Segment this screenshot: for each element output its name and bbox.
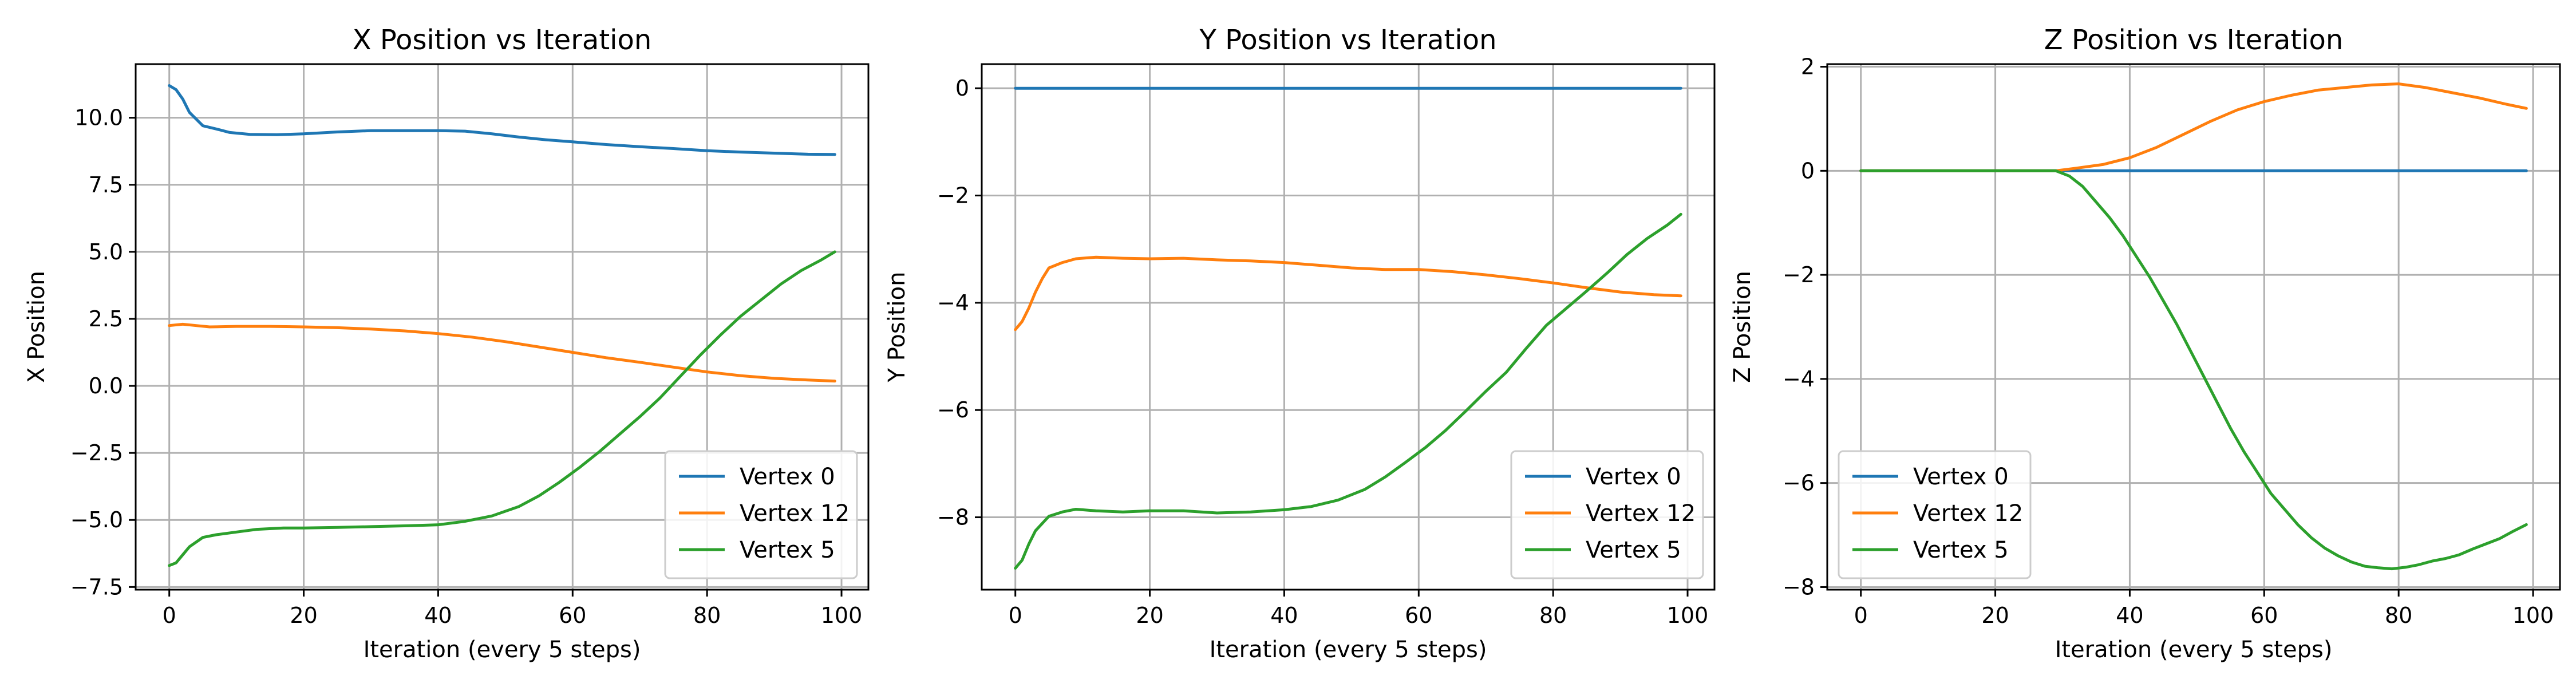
x-tick-label: 0 bbox=[1009, 603, 1022, 628]
y-tick-label: −8 bbox=[937, 505, 969, 530]
x-tick-label: 100 bbox=[2512, 603, 2554, 628]
x-tick-label: 0 bbox=[163, 603, 176, 628]
chart-panel-2: 0 20 40 60 80 100 −8 −6 −4 −2 0 2 Z Position vs Iter… bbox=[1729, 24, 2561, 663]
legend-box bbox=[1838, 450, 2032, 579]
y-axis-label: Z Position bbox=[1729, 271, 1756, 383]
y-tick-label: −2.5 bbox=[70, 440, 123, 465]
legend-box bbox=[664, 450, 858, 579]
y-tick-label: −6 bbox=[1783, 471, 1815, 496]
y-tick-label: 2 bbox=[1801, 54, 1815, 80]
series-line-vertex-12 bbox=[1014, 255, 1682, 331]
x-tick-label: 60 bbox=[1405, 603, 1432, 628]
x-tick-label: 20 bbox=[1136, 603, 1163, 628]
chart-title: Y Position vs Iteration bbox=[1199, 24, 1497, 56]
legend-label: Vertex 5 bbox=[1586, 537, 1681, 563]
y-tick-label: −5.0 bbox=[70, 507, 123, 532]
y-tick-label: −8 bbox=[1783, 574, 1815, 599]
grid bbox=[136, 64, 868, 590]
chart-title: Z Position vs Iteration bbox=[2044, 24, 2344, 56]
legend-label: Vertex 0 bbox=[740, 464, 835, 490]
y-tick-label: 0.0 bbox=[89, 373, 123, 398]
y-axis-label: X Position bbox=[23, 271, 50, 383]
series-line-vertex-5 bbox=[1859, 169, 2528, 571]
legend-label: Vertex 12 bbox=[1586, 500, 1696, 527]
y-tick-label: 10.0 bbox=[74, 105, 123, 131]
x-tick-label: 20 bbox=[290, 603, 317, 628]
y-tick-label: 0 bbox=[1801, 158, 1815, 183]
legend: Vertex 0 Vertex 12 Vertex 5 bbox=[1838, 450, 2032, 579]
chart-panel-1: 0 20 40 60 80 100 −8 −6 −4 −2 0 Y Position vs Itera… bbox=[884, 24, 1716, 663]
y-tick-label: 2.5 bbox=[89, 306, 123, 331]
legend-label: Vertex 0 bbox=[1913, 464, 2009, 490]
x-axis-label: Iteration (every 5 steps) bbox=[364, 637, 641, 663]
series-line-vertex-12 bbox=[1859, 82, 2528, 172]
x-tick-label: 80 bbox=[1539, 603, 1567, 628]
y-tick-label: −2 bbox=[937, 183, 969, 208]
x-tick-label: 0 bbox=[1854, 603, 1868, 628]
legend-label: Vertex 0 bbox=[1586, 464, 1681, 490]
series-line-vertex-0 bbox=[168, 84, 836, 156]
y-axis-label: Y Position bbox=[884, 272, 910, 383]
y-tick-label: 5.0 bbox=[89, 239, 123, 264]
y-tick-label: 0 bbox=[955, 76, 969, 101]
legend: Vertex 0 Vertex 12 Vertex 5 bbox=[664, 450, 858, 579]
legend-label: Vertex 12 bbox=[1913, 500, 2023, 527]
series-line-vertex-5 bbox=[168, 250, 836, 567]
y-tick-label: 7.5 bbox=[89, 172, 123, 198]
x-tick-label: 100 bbox=[821, 603, 863, 628]
y-tick-label: −7.5 bbox=[70, 574, 123, 599]
x-tick-label: 80 bbox=[693, 603, 721, 628]
x-tick-label: 60 bbox=[559, 603, 586, 628]
legend-box bbox=[1510, 450, 1704, 579]
legend-label: Vertex 5 bbox=[1913, 537, 2009, 563]
series-line-vertex-12 bbox=[168, 322, 836, 383]
legend: Vertex 0 Vertex 12 Vertex 5 bbox=[1510, 450, 1704, 579]
x-tick-label: 40 bbox=[1270, 603, 1298, 628]
y-tick-label: −4 bbox=[937, 290, 969, 315]
y-tick-label: −4 bbox=[1783, 366, 1815, 392]
x-axis-label: Iteration (every 5 steps) bbox=[1210, 637, 1487, 663]
x-tick-label: 80 bbox=[2385, 603, 2412, 628]
plot-frame bbox=[1826, 63, 2561, 591]
plot-frame bbox=[135, 63, 870, 591]
x-tick-label: 20 bbox=[1981, 603, 2009, 628]
x-tick-label: 60 bbox=[2250, 603, 2278, 628]
plot-frame bbox=[981, 63, 1716, 591]
legend-label: Vertex 5 bbox=[740, 537, 835, 563]
x-tick-label: 100 bbox=[1667, 603, 1709, 628]
y-tick-label: −2 bbox=[1783, 262, 1815, 287]
series-line-vertex-5 bbox=[1014, 212, 1682, 570]
y-tick-label: −6 bbox=[937, 397, 969, 423]
x-axis-label: Iteration (every 5 steps) bbox=[2055, 637, 2333, 663]
legend-label: Vertex 12 bbox=[740, 500, 850, 527]
chart-panel-0: 0 20 40 60 80 100 −7.5 −5.0 −2.5 0.0 2.5 5.0 7.5 10.0… bbox=[23, 24, 870, 663]
x-tick-label: 40 bbox=[2116, 603, 2143, 628]
chart-title: X Position vs Iteration bbox=[353, 24, 652, 56]
x-tick-label: 40 bbox=[424, 603, 452, 628]
